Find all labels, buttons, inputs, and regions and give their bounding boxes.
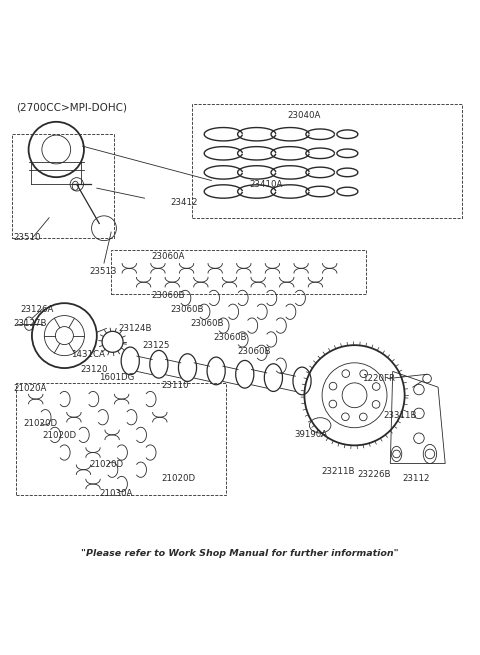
Text: 21020A: 21020A bbox=[13, 384, 47, 392]
Text: 23412: 23412 bbox=[171, 198, 198, 207]
Text: 23060A: 23060A bbox=[152, 252, 185, 261]
Text: 23127B: 23127B bbox=[13, 319, 47, 328]
Text: 23226B: 23226B bbox=[357, 470, 390, 479]
Text: 23124B: 23124B bbox=[118, 324, 152, 333]
Text: 23060B: 23060B bbox=[190, 319, 223, 328]
Text: 23112: 23112 bbox=[402, 474, 430, 483]
Text: 23120: 23120 bbox=[80, 365, 108, 373]
Text: "Please refer to Work Shop Manual for further information": "Please refer to Work Shop Manual for fu… bbox=[81, 548, 399, 557]
Text: 23060B: 23060B bbox=[214, 333, 247, 343]
Text: 21020D: 21020D bbox=[23, 419, 57, 428]
Text: (2700CC>MPI-DOHC): (2700CC>MPI-DOHC) bbox=[16, 102, 127, 112]
Text: 23060B: 23060B bbox=[152, 291, 185, 299]
Text: 21020D: 21020D bbox=[42, 432, 76, 440]
Text: 23410A: 23410A bbox=[250, 180, 283, 189]
Text: 1601DG: 1601DG bbox=[99, 373, 134, 382]
Text: 39190A: 39190A bbox=[295, 430, 328, 440]
Text: 23125: 23125 bbox=[142, 341, 169, 350]
Text: 23513: 23513 bbox=[90, 267, 117, 276]
Text: 21030A: 21030A bbox=[99, 489, 132, 498]
Text: 23110: 23110 bbox=[161, 381, 189, 390]
Text: 21020D: 21020D bbox=[90, 460, 124, 469]
Text: 23510: 23510 bbox=[13, 233, 41, 242]
Text: 23126A: 23126A bbox=[21, 305, 54, 314]
Text: 23040A: 23040A bbox=[288, 111, 321, 120]
Text: 21020D: 21020D bbox=[161, 474, 195, 483]
Text: 1431CA: 1431CA bbox=[71, 350, 105, 359]
Text: 23060B: 23060B bbox=[171, 305, 204, 314]
Text: 1220FR: 1220FR bbox=[362, 374, 395, 383]
Text: 23211B: 23211B bbox=[321, 467, 355, 476]
Text: 23060B: 23060B bbox=[238, 347, 271, 356]
Text: 23311B: 23311B bbox=[383, 411, 417, 421]
